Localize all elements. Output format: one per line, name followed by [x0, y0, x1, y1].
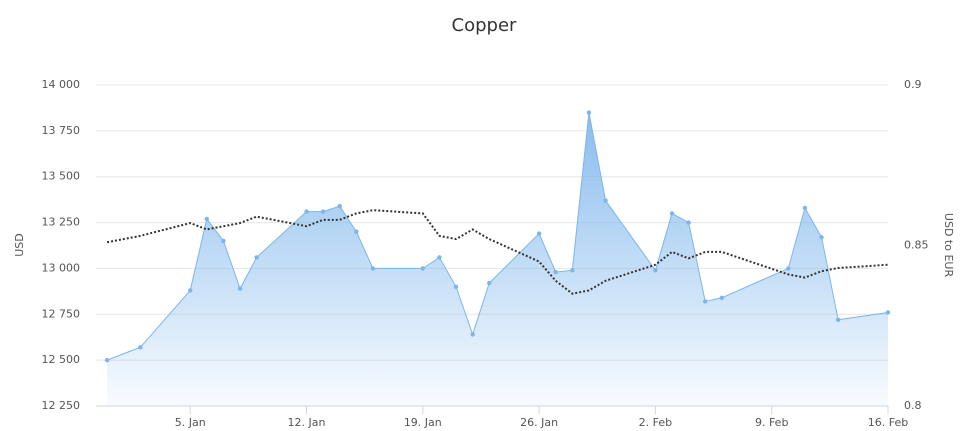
x-tick-label: 16. Feb	[868, 416, 908, 429]
y2-tick-label: 0.85	[904, 239, 929, 252]
data-point	[453, 284, 459, 289]
data-point	[370, 266, 376, 271]
y-tick-label: 12 250	[42, 399, 81, 412]
data-point	[553, 269, 558, 275]
data-point	[703, 299, 708, 304]
data-point	[536, 231, 542, 236]
y-tick-label: 13 000	[42, 261, 81, 274]
x-tick-label: 5. Jan	[175, 416, 206, 429]
y-tick-label: 12 750	[42, 307, 81, 320]
y2-axis-title: USD to EUR	[942, 213, 955, 278]
data-point	[420, 266, 426, 271]
data-point	[188, 288, 193, 293]
area-line	[106, 112, 889, 361]
data-point	[437, 255, 442, 260]
data-point	[204, 216, 210, 222]
data-point	[686, 220, 691, 225]
y-tick-label: 13 750	[42, 124, 81, 137]
x-tick-label: 19. Jan	[404, 416, 442, 429]
data-point	[570, 268, 575, 273]
data-point	[221, 238, 226, 244]
x-tick-label: 12. Jan	[288, 416, 326, 429]
data-point	[603, 198, 608, 203]
data-point	[237, 286, 243, 291]
data-point	[786, 266, 791, 271]
data-point	[885, 310, 891, 315]
data-point	[835, 317, 841, 322]
data-point	[470, 332, 475, 337]
area-fill	[107, 112, 888, 406]
y2-tick-label: 0.8	[904, 399, 922, 412]
data-point	[586, 110, 592, 115]
data-point	[337, 203, 342, 209]
data-point	[487, 280, 492, 286]
data-point	[138, 345, 143, 350]
y2-tick-label: 0.9	[904, 78, 922, 91]
y-tick-label: 13 500	[42, 170, 81, 183]
chart-title: Copper	[452, 15, 518, 36]
data-point	[669, 211, 675, 216]
data-point	[104, 357, 110, 363]
x-tick-label: 9. Feb	[755, 416, 788, 429]
y-tick-label: 12 500	[42, 353, 81, 366]
y-tick-label: 14 000	[42, 78, 81, 91]
y-tick-label: 13 250	[42, 216, 81, 229]
data-point	[304, 209, 309, 214]
data-point	[653, 268, 658, 273]
x-tick-label: 2. Feb	[639, 416, 672, 429]
x-tick-label: 26. Jan	[520, 416, 558, 429]
data-point	[320, 209, 326, 214]
data-point	[719, 295, 725, 300]
data-point	[354, 229, 359, 234]
data-point	[819, 235, 824, 240]
y-axis-title: USD	[13, 233, 26, 257]
data-point	[802, 205, 808, 211]
data-point	[254, 255, 259, 260]
